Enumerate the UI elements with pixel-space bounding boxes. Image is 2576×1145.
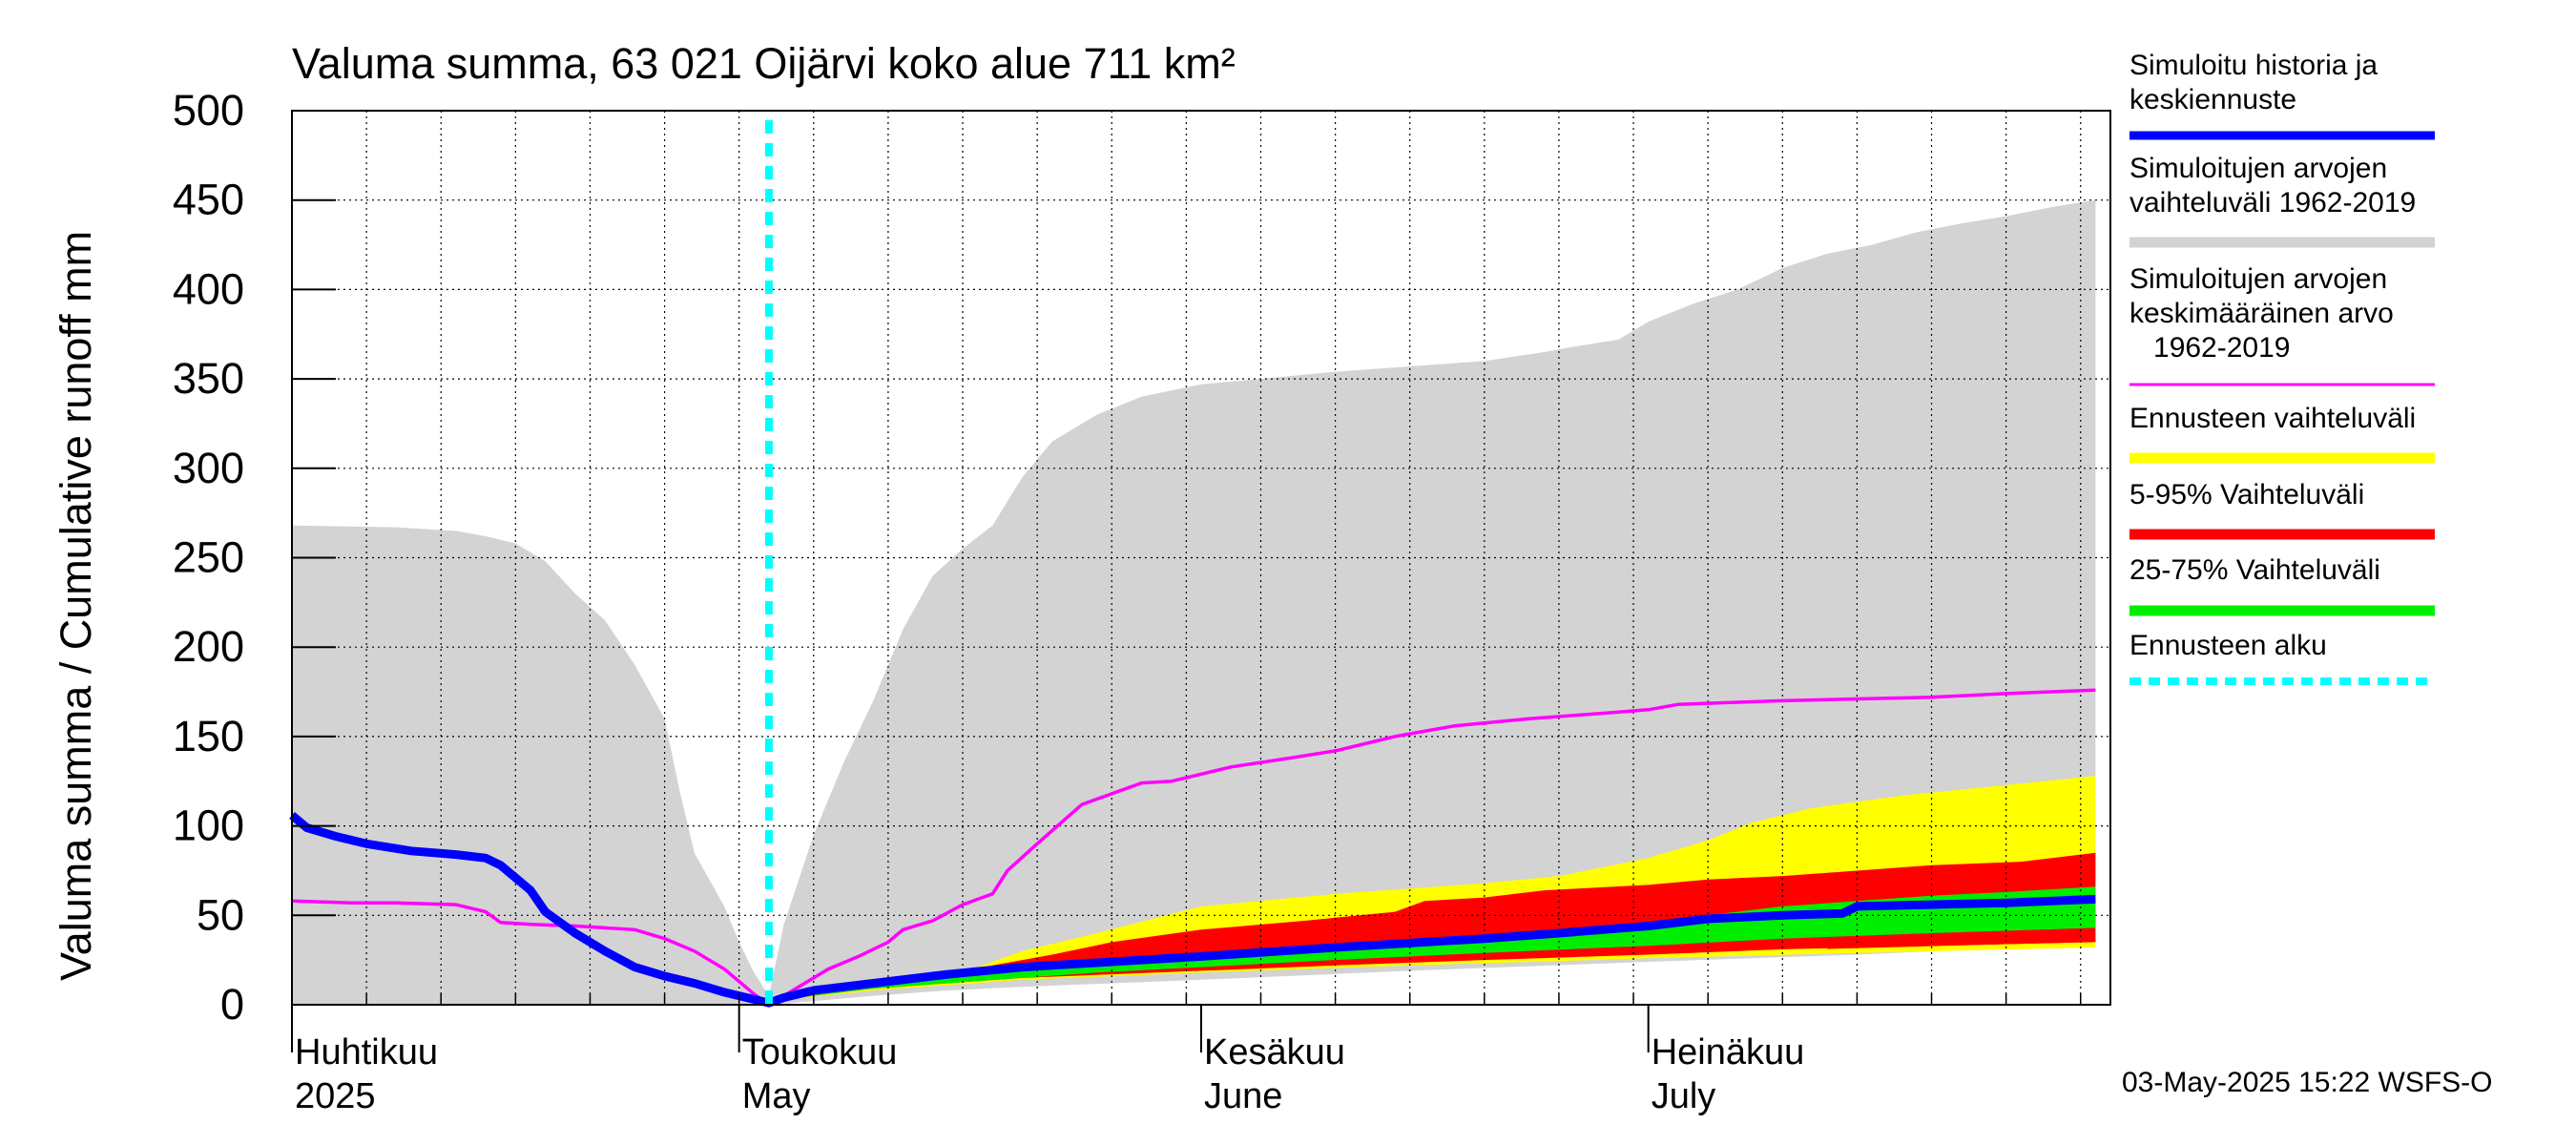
y-tick-label: 150 bbox=[173, 712, 244, 760]
legend-label: 25-75% Vaihteluväli bbox=[2129, 554, 2380, 586]
y-tick-label: 200 bbox=[173, 622, 244, 671]
y-tick-label: 350 bbox=[173, 354, 244, 403]
grid bbox=[292, 110, 2110, 1006]
y-tick-label: 250 bbox=[173, 533, 244, 582]
y-tick-label: 500 bbox=[173, 86, 244, 135]
legend-label: Simuloitu historia ja bbox=[2129, 50, 2378, 81]
x-month-label-fi: Toukokuu bbox=[742, 1032, 898, 1072]
y-axis-label: Valuma summa / Cumulative runoff mm bbox=[52, 231, 100, 981]
y-tick-label: 450 bbox=[173, 176, 244, 224]
legend-label: keskimääräinen arvo bbox=[2129, 298, 2394, 329]
legend-label: Ennusteen alku bbox=[2129, 630, 2327, 661]
y-tick-label: 0 bbox=[220, 980, 244, 1029]
mean-history-line bbox=[291, 688, 2096, 1008]
x-month-label-en: May bbox=[742, 1076, 811, 1116]
y-axis-ticks: 0 50 100 150 200 250 300 350 400 450 500 bbox=[173, 86, 336, 1029]
legend-label: vaihteluväli 1962-2019 bbox=[2129, 187, 2416, 219]
chart-title: Valuma summa, 63 021 Oijärvi koko alue 7… bbox=[292, 39, 1236, 88]
legend-label: Simuloitujen arvojen bbox=[2129, 153, 2387, 184]
x-month-label-en: June bbox=[1204, 1076, 1282, 1116]
hist-range-band bbox=[292, 199, 2096, 1005]
x-month-label-en: 2025 bbox=[295, 1076, 376, 1116]
y-tick-label: 400 bbox=[173, 264, 244, 313]
x-month-label-fi: Huhtikuu bbox=[295, 1032, 438, 1072]
legend-label: keskiennuste bbox=[2129, 84, 2296, 115]
legend-label: 1962-2019 bbox=[2129, 332, 2290, 364]
plot-area bbox=[289, 110, 2111, 1008]
y-tick-label: 300 bbox=[173, 444, 244, 492]
x-month-label-fi: Kesäkuu bbox=[1204, 1032, 1345, 1072]
x-month-label-en: July bbox=[1652, 1076, 1716, 1116]
legend-label: Ennusteen vaihteluväli bbox=[2129, 403, 2416, 434]
y-tick-label: 50 bbox=[197, 890, 244, 939]
legend-label: Simuloitujen arvojen bbox=[2129, 263, 2387, 295]
x-month-label-fi: Heinäkuu bbox=[1652, 1032, 1805, 1072]
y-tick-label: 100 bbox=[173, 802, 244, 850]
legend-label: 5-95% Vaihteluväli bbox=[2129, 479, 2364, 510]
percentile-lower-line bbox=[1827, 939, 2096, 949]
footer-timestamp: 03-May-2025 15:22 WSFS-O bbox=[2122, 1067, 2493, 1098]
